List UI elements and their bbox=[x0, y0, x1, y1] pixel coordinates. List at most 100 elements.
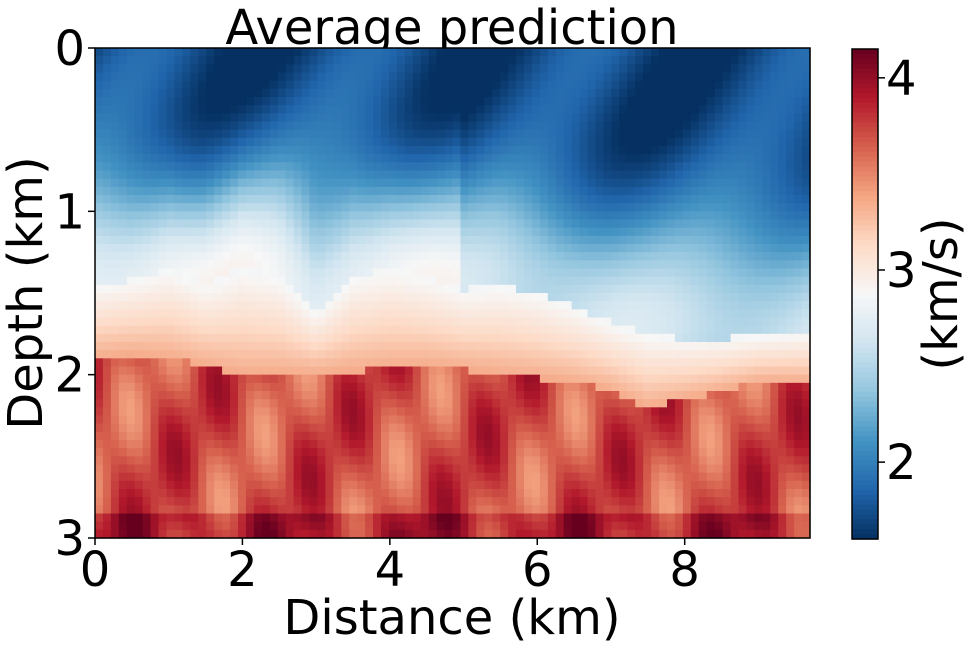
heatmap-cell bbox=[563, 88, 573, 98]
heatmap-cell bbox=[468, 252, 477, 261]
heatmap-cell bbox=[539, 129, 549, 139]
heatmap-cell bbox=[436, 464, 446, 474]
heatmap-cell bbox=[341, 178, 350, 188]
heatmap-cell bbox=[714, 268, 724, 278]
heatmap-cell bbox=[500, 456, 509, 466]
heatmap-cell bbox=[722, 227, 732, 237]
heatmap-cell bbox=[460, 472, 469, 482]
heatmap-cell bbox=[102, 374, 112, 384]
heatmap-cell bbox=[706, 268, 716, 278]
heatmap-cell bbox=[500, 374, 509, 384]
heatmap-cell bbox=[341, 391, 350, 400]
heatmap-cell bbox=[150, 260, 160, 270]
heatmap-cell bbox=[571, 391, 581, 400]
heatmap-cell bbox=[635, 113, 644, 123]
heatmap-cell bbox=[500, 260, 509, 270]
heatmap-cell bbox=[182, 472, 191, 482]
heatmap-cell bbox=[579, 333, 589, 343]
heatmap-cell bbox=[579, 489, 589, 498]
heatmap-cell bbox=[166, 56, 176, 65]
heatmap-cell bbox=[508, 317, 517, 327]
heatmap-cell bbox=[285, 374, 295, 384]
heatmap-cell bbox=[738, 407, 748, 417]
heatmap-cell bbox=[794, 113, 803, 123]
heatmap-cell bbox=[555, 391, 565, 400]
heatmap-cell bbox=[118, 252, 128, 261]
heatmap-cell bbox=[182, 227, 191, 237]
heatmap-cell bbox=[182, 358, 191, 368]
heatmap-cell bbox=[492, 407, 501, 417]
heatmap-cell bbox=[730, 309, 740, 319]
heatmap-cell bbox=[698, 317, 708, 327]
heatmap-cell bbox=[174, 113, 183, 123]
heatmap-cell bbox=[722, 235, 732, 245]
heatmap-cell bbox=[563, 260, 573, 270]
heatmap-cell bbox=[524, 415, 533, 425]
heatmap-cell bbox=[214, 407, 223, 417]
heatmap-cell bbox=[611, 64, 620, 74]
heatmap-cell bbox=[563, 137, 573, 147]
heatmap-cell bbox=[118, 97, 128, 106]
heatmap-cell bbox=[754, 252, 763, 261]
heatmap-cell bbox=[595, 276, 605, 286]
heatmap-cell bbox=[635, 154, 644, 163]
heatmap-cell bbox=[762, 456, 771, 466]
heatmap-cell bbox=[674, 203, 684, 212]
heatmap-cell bbox=[261, 301, 271, 310]
heatmap-cell bbox=[786, 366, 795, 376]
heatmap-cell bbox=[404, 170, 414, 180]
heatmap-cell bbox=[349, 284, 358, 294]
heatmap-cell bbox=[587, 293, 597, 302]
heatmap-cell bbox=[500, 203, 509, 212]
heatmap-cell bbox=[555, 268, 565, 278]
heatmap-cell bbox=[603, 105, 612, 114]
heatmap-cell bbox=[214, 309, 223, 319]
heatmap-cell bbox=[102, 325, 112, 335]
heatmap-cell bbox=[269, 325, 279, 335]
heatmap-cell bbox=[531, 162, 541, 172]
heatmap-cell bbox=[341, 97, 350, 106]
heatmap-cell bbox=[444, 129, 454, 139]
heatmap-cell bbox=[325, 391, 334, 400]
heatmap-cell bbox=[404, 195, 414, 204]
heatmap-cell bbox=[659, 284, 668, 294]
heatmap-cell bbox=[277, 309, 287, 319]
heatmap-cell bbox=[365, 497, 374, 506]
heatmap-cell bbox=[261, 399, 271, 408]
heatmap-cell bbox=[667, 423, 676, 433]
heatmap-cell bbox=[198, 407, 207, 417]
heatmap-cell bbox=[667, 203, 676, 212]
heatmap-cell bbox=[333, 105, 342, 114]
heatmap-cell bbox=[659, 154, 668, 163]
heatmap-cell bbox=[102, 391, 112, 400]
heatmap-cell bbox=[444, 350, 454, 359]
heatmap-cell bbox=[722, 154, 732, 163]
heatmap-cell bbox=[571, 219, 581, 229]
heatmap-cell bbox=[190, 80, 199, 90]
heatmap-cell bbox=[492, 227, 501, 237]
heatmap-cell bbox=[627, 423, 636, 433]
heatmap-cell bbox=[587, 48, 597, 57]
heatmap-cell bbox=[269, 64, 279, 74]
heatmap-cell bbox=[317, 227, 326, 237]
heatmap-cell bbox=[555, 440, 565, 449]
heatmap-cell bbox=[555, 121, 565, 131]
heatmap-cell bbox=[317, 284, 326, 294]
heatmap-cell bbox=[770, 252, 779, 261]
heatmap-cell bbox=[436, 88, 446, 98]
heatmap-cell bbox=[722, 448, 732, 457]
heatmap-cell bbox=[682, 203, 692, 212]
heatmap-cell bbox=[659, 48, 668, 57]
heatmap-cell bbox=[238, 472, 247, 482]
heatmap-cell bbox=[659, 276, 668, 286]
heatmap-cell bbox=[714, 186, 724, 196]
heatmap-cell bbox=[603, 219, 612, 229]
heatmap-cell bbox=[182, 252, 191, 261]
heatmap-cell bbox=[651, 350, 660, 359]
heatmap-cell bbox=[619, 480, 628, 490]
heatmap-cell bbox=[619, 244, 628, 253]
heatmap-cell bbox=[293, 489, 303, 498]
heatmap-cell bbox=[428, 178, 438, 188]
heatmap-cell bbox=[190, 56, 199, 65]
heatmap-cell bbox=[762, 195, 771, 204]
